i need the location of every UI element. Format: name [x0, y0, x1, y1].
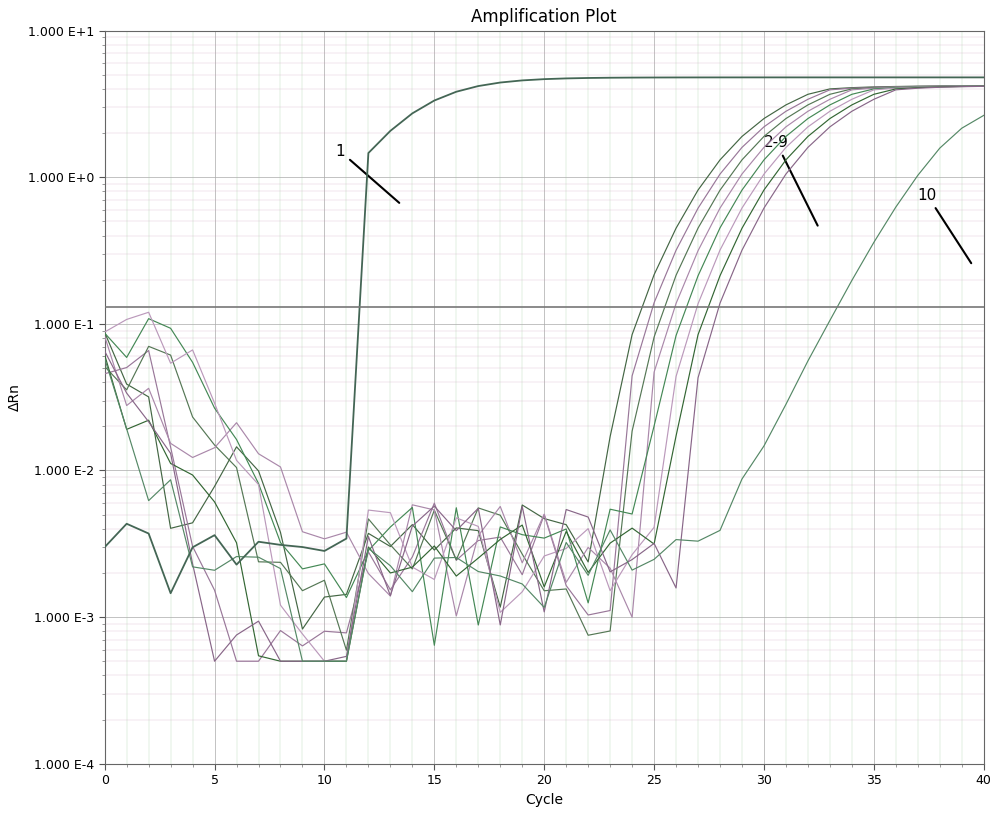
- Text: 1: 1: [335, 144, 399, 203]
- X-axis label: Cycle: Cycle: [525, 793, 563, 807]
- Y-axis label: ΔRn: ΔRn: [8, 383, 22, 411]
- Text: 10: 10: [918, 188, 971, 263]
- Title: Amplification Plot: Amplification Plot: [471, 8, 617, 26]
- Text: 2-9: 2-9: [764, 135, 818, 226]
